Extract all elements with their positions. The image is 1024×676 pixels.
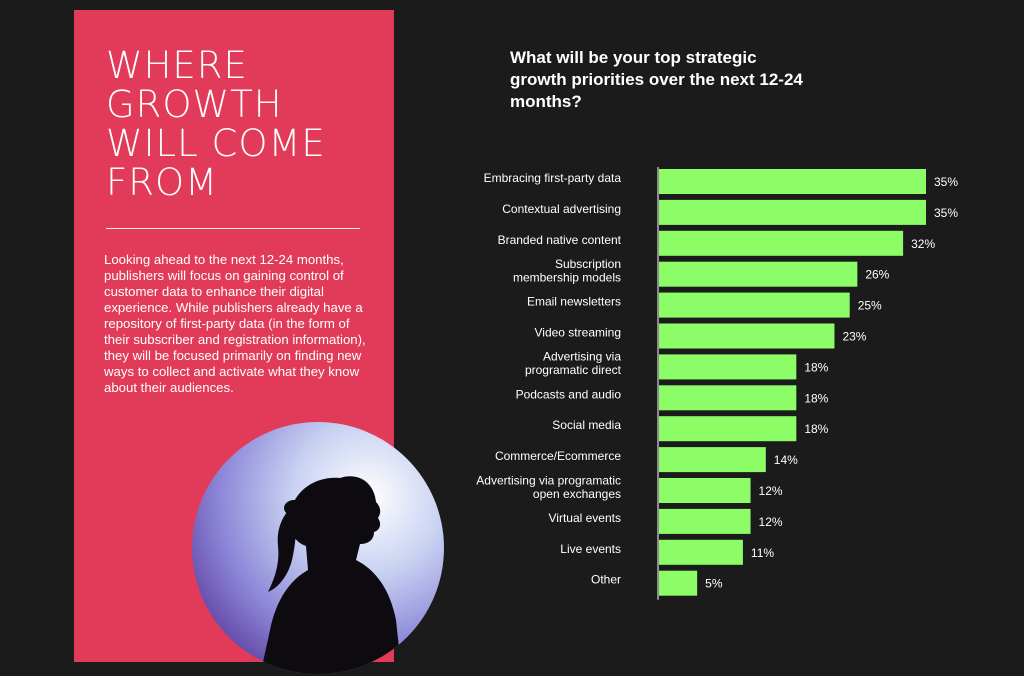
bar-value-label: 12% xyxy=(759,484,783,498)
category-label: Contextual advertising xyxy=(502,202,621,216)
headline-divider xyxy=(106,228,360,229)
category-label: Embracing first-party data xyxy=(484,171,622,185)
category-label: Commerce/Ecommerce xyxy=(495,449,621,463)
bar-value-label: 18% xyxy=(804,422,828,436)
bar-value-label: 18% xyxy=(804,360,828,374)
bar-value-label: 18% xyxy=(804,391,828,405)
category-label: Podcasts and audio xyxy=(516,387,622,401)
intro-paragraph: Looking ahead to the next 12-24 months, … xyxy=(104,252,366,395)
category-label: Live events xyxy=(560,542,621,556)
bar-value-label: 35% xyxy=(934,206,958,220)
bar-4 xyxy=(659,292,850,318)
category-label: Branded native content xyxy=(498,233,622,247)
chart-title: What will be your top strategic growth p… xyxy=(510,48,803,111)
headline-line: FROM xyxy=(106,161,219,204)
bar-0 xyxy=(659,169,926,194)
category-label: Social media xyxy=(552,418,621,432)
bar-value-label: 11% xyxy=(751,546,774,560)
bar-5 xyxy=(659,323,835,349)
headline-line: GROWTH xyxy=(106,83,283,126)
headline-line: WHERE xyxy=(106,44,248,87)
bar-1 xyxy=(659,199,926,225)
category-label: Advertising via programatic open exchange… xyxy=(476,473,621,501)
silhouette-portrait-image xyxy=(192,422,444,674)
growth-priorities-bar-chart: 35% Embracing first-party data 35% Contextu… xyxy=(476,167,958,600)
bar-11 xyxy=(659,508,751,534)
bar-12 xyxy=(659,539,743,565)
bar-2 xyxy=(659,230,904,256)
bar-value-label: 23% xyxy=(842,330,866,344)
bar-10 xyxy=(659,478,751,503)
bar-value-label: 35% xyxy=(934,175,958,189)
category-label: Subscription membership models xyxy=(513,257,621,285)
bar-9 xyxy=(659,447,766,473)
bar-3 xyxy=(659,261,858,287)
bar-value-label: 12% xyxy=(759,515,783,529)
bar-value-label: 14% xyxy=(774,453,798,467)
category-label: Email newsletters xyxy=(527,295,621,309)
bar-13 xyxy=(659,570,698,596)
category-label: Advertising via programatic direct xyxy=(525,350,622,378)
bar-7 xyxy=(659,385,797,411)
bar-value-label: 32% xyxy=(911,237,935,251)
category-label: Other xyxy=(591,573,621,587)
bar-value-label: 26% xyxy=(865,268,889,282)
bar-8 xyxy=(659,416,797,442)
bar-value-label: 5% xyxy=(705,577,723,591)
bar-value-label: 25% xyxy=(858,299,882,313)
headline-line: WILL COME xyxy=(106,122,326,165)
category-label: Virtual events xyxy=(549,511,622,525)
bar-6 xyxy=(659,354,797,380)
headline: WHERE GROWTH WILL COME FROM xyxy=(106,46,326,202)
woman-silhouette xyxy=(260,476,402,674)
category-label: Video streaming xyxy=(535,326,622,340)
